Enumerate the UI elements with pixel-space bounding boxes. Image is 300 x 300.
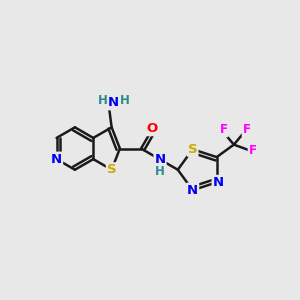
Text: F: F [243, 123, 250, 136]
Text: F: F [219, 123, 227, 136]
Text: H: H [120, 94, 130, 107]
Text: S: S [107, 163, 116, 176]
Text: H: H [98, 94, 107, 107]
Text: F: F [249, 144, 256, 157]
Text: H: H [155, 165, 165, 178]
Text: N: N [108, 96, 119, 109]
Text: N: N [187, 184, 198, 197]
Text: N: N [51, 153, 62, 166]
Text: N: N [154, 153, 166, 166]
Text: O: O [146, 122, 157, 135]
Text: S: S [188, 143, 197, 156]
Text: N: N [213, 176, 224, 189]
